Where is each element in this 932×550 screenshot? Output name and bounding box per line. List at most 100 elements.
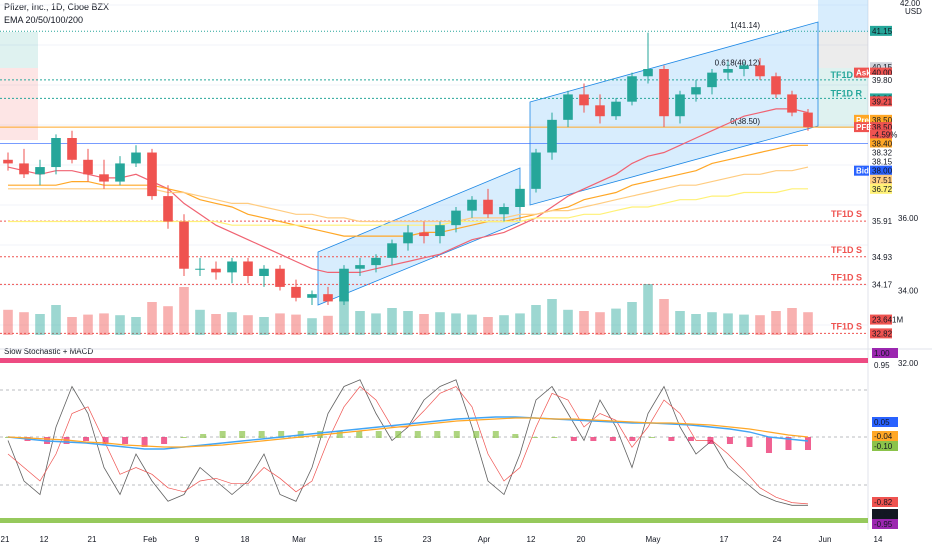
time-axis-label: 17 [720,535,729,544]
candle-body [67,138,77,160]
time-axis-label: 21 [1,535,10,544]
candle-body [675,94,685,117]
rising-channel-2 [529,21,819,206]
axis-price-label: 38.40 [872,139,893,148]
axis-tag-label: Pre [856,116,869,125]
axis-price-label: 38.00 [872,167,893,176]
time-axis-label: 12 [527,535,536,544]
axis-price-badge [870,183,892,194]
volume-bar [595,312,605,335]
sr-label: TF1D R [831,88,863,98]
volume-bar [307,318,317,335]
candle-body [259,268,269,276]
volume-bar [435,312,445,335]
axis-tag-badge [854,165,869,176]
volume-bar [723,313,733,335]
macd-histogram-bar [278,431,285,438]
volume-bar [323,315,333,335]
macd-histogram-bar [668,437,675,441]
macd-histogram-bar [473,431,480,438]
volume-bar [99,313,109,335]
volume-bar [147,302,157,335]
time-axis-label: 18 [241,535,250,544]
candle-body [467,199,477,211]
macd-histogram-bar [414,431,421,438]
macd-histogram-bar [180,437,187,438]
axis-price-label: 36.72 [872,185,893,194]
macd-histogram-bar [570,437,577,441]
macd-histogram-bar [336,431,343,438]
candle-body [3,159,13,164]
indicator-title: Slow Stochastic + MACD [4,347,94,356]
indicator-axis-badge [872,348,898,358]
candle-body [115,163,125,182]
axis-price-label: 38.50 [872,116,893,125]
macd-histogram-bar [102,437,109,444]
indicator-axis-label: -0.83 [874,510,893,519]
indicator-axis-label: 1.00 [874,349,890,358]
macd-histogram-bar [726,437,733,444]
candle-body [131,152,141,164]
indicator-axis-badge [872,497,898,507]
ema-line [8,166,809,223]
volume-bar [739,314,749,335]
candle-body [595,105,605,117]
macd-histogram-bar [512,434,519,438]
volume-bar [387,308,397,335]
volume-bar [803,312,813,335]
axis-price-badge [870,156,892,167]
candle-body [627,76,637,102]
candle-body [35,167,45,175]
candle-body [739,65,749,69]
time-axis-label: 9 [195,535,200,544]
candle-body [755,65,765,77]
volume-bar [19,312,29,335]
candle-body [547,119,557,153]
ema-line [7,108,809,273]
time-axis-label: Mar [292,535,306,544]
sr-label: TF1D S [831,321,862,331]
macd-histogram-bar [609,437,616,441]
candle-body [499,207,509,215]
candle-body [227,261,237,273]
axis-price-label: 34.17 [872,280,893,289]
volume-bar [403,311,413,335]
axis-tag-label: Ask [856,69,871,78]
price-tick: 34.00 [898,287,919,296]
axis-price-badge [870,25,892,36]
price-tick: 42.00 [900,0,921,8]
time-axis-label: 24 [773,535,782,544]
macd-histogram-bar [492,431,499,438]
axis-tag-label: PFE [856,123,872,132]
macd-line [7,416,809,450]
axis-price-badge [870,328,892,339]
indicator-axis-badge [872,441,898,451]
indicator-axis-badge [872,431,898,441]
axis-price-badge [870,96,892,107]
price-tick: 36.00 [898,214,919,223]
axis-price-label: 34.93 [872,253,893,262]
candle-body [771,76,781,95]
candle-body [307,294,317,298]
macd-histogram-bar [707,437,714,444]
volume-bar [195,309,205,335]
macd-histogram-bar [356,431,363,438]
sr-label: TF1D R [831,70,863,80]
macd-histogram-bar [434,431,441,438]
time-axis-label: 21 [88,535,97,544]
axis-price-label: 39.21 [872,97,893,106]
axis-tag-badge [854,114,869,125]
macd-histogram-bar [453,431,460,438]
time-axis-label: 15 [374,535,383,544]
candle-body [51,138,61,168]
time-axis-label: May [645,535,660,544]
candle-body [99,174,109,182]
sr-label: TF1D S [831,245,862,255]
volume-bar [451,313,461,335]
volume-bar [115,315,125,335]
axis-price-label: 39.80 [872,76,893,85]
volume-bar [691,314,701,335]
candle-body [323,294,333,302]
macd-histogram-bar [219,431,226,438]
